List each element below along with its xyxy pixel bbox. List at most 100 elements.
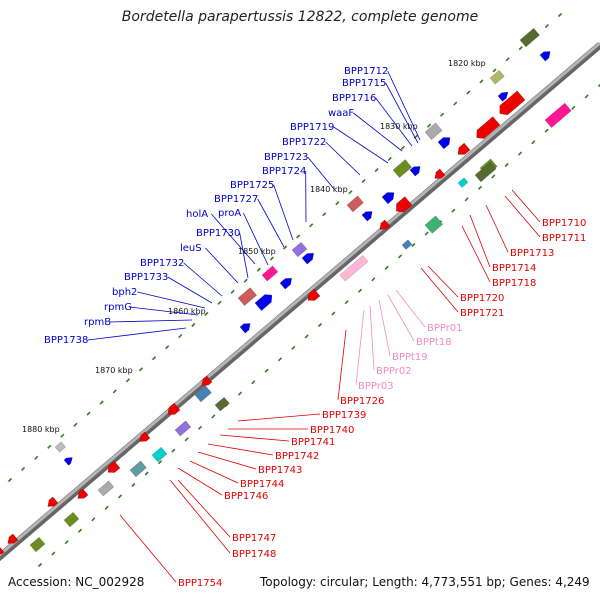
tick-mark-inner bbox=[597, 83, 600, 88]
reverse-gene[interactable] bbox=[137, 431, 151, 445]
tick-mark-inner bbox=[517, 151, 523, 156]
rna-feature[interactable] bbox=[97, 480, 115, 497]
reverse-gene[interactable] bbox=[473, 116, 501, 142]
forward-gene[interactable] bbox=[361, 209, 375, 222]
reverse-gene[interactable] bbox=[496, 90, 526, 118]
reverse-gene[interactable] bbox=[5, 533, 19, 547]
rna-feature[interactable] bbox=[544, 102, 572, 128]
forward-gene[interactable] bbox=[497, 90, 510, 102]
topology-label: Topology: bbox=[260, 575, 317, 589]
reverse-gene[interactable] bbox=[305, 288, 321, 304]
reverse-gene[interactable] bbox=[377, 219, 391, 233]
rna-feature[interactable] bbox=[346, 195, 364, 213]
reverse-gene[interactable] bbox=[75, 488, 89, 502]
label-leader-line bbox=[129, 306, 199, 316]
gene-label-reverse: BPP1754 bbox=[178, 578, 222, 589]
forward-gene[interactable] bbox=[63, 455, 75, 466]
forward-gene[interactable] bbox=[254, 291, 275, 311]
reverse-gene[interactable] bbox=[393, 196, 413, 216]
gene-label-reverse: BPP1741 bbox=[291, 437, 335, 448]
accession-text: Accession: NC_002928 bbox=[8, 575, 144, 589]
backbone-shadow bbox=[0, 42, 600, 562]
rna-feature[interactable] bbox=[63, 511, 80, 528]
reverse-gene[interactable] bbox=[199, 375, 213, 389]
rna-feature[interactable] bbox=[237, 287, 258, 306]
tick-mark-inner bbox=[384, 265, 389, 270]
gene-label-forward: proA bbox=[218, 208, 241, 219]
tick-mark-inner bbox=[424, 231, 429, 236]
tick-mark-inner bbox=[304, 334, 309, 339]
tick-mark-inner bbox=[491, 174, 496, 179]
tick-mark-outer bbox=[453, 101, 458, 106]
reverse-gene[interactable] bbox=[455, 142, 471, 158]
gene-label-pseudo: BPPt18 bbox=[416, 337, 452, 348]
rna-feature[interactable] bbox=[174, 420, 192, 437]
forward-gene[interactable] bbox=[539, 49, 553, 62]
gene-label-forward: BPP1722 bbox=[282, 137, 326, 148]
gene-label-forward: BPP1738 bbox=[44, 335, 88, 346]
rna-feature[interactable] bbox=[214, 396, 230, 412]
rna-feature[interactable] bbox=[151, 446, 168, 463]
accession-label: Accession: bbox=[8, 575, 72, 589]
tick-mark-inner bbox=[477, 185, 483, 190]
gene-label-reverse: BPP1721 bbox=[460, 308, 504, 319]
reverse-gene[interactable] bbox=[432, 168, 446, 182]
genome-stats: Topology: circular; Length: 4,773,551 bp… bbox=[260, 575, 590, 589]
rna-feature[interactable] bbox=[29, 536, 46, 553]
label-leader-line bbox=[387, 294, 415, 342]
tick-mark-outer bbox=[165, 345, 170, 350]
reverse-gene[interactable] bbox=[165, 402, 181, 418]
tick-mark-inner bbox=[264, 368, 269, 373]
gene-label-reverse: BPP1739 bbox=[322, 410, 366, 421]
rna-feature[interactable] bbox=[401, 239, 413, 250]
rna-feature[interactable] bbox=[424, 215, 444, 234]
tick-mark-outer bbox=[492, 68, 497, 73]
forward-gene[interactable] bbox=[279, 275, 294, 290]
tick-mark-outer bbox=[557, 12, 563, 18]
label-leader-line bbox=[137, 291, 206, 309]
tick-mark-outer bbox=[322, 212, 327, 217]
tick-mark-outer bbox=[138, 367, 144, 372]
tick-mark-outer bbox=[544, 24, 549, 29]
rna-feature[interactable] bbox=[54, 441, 66, 453]
forward-gene[interactable] bbox=[381, 189, 397, 205]
rna-feature[interactable] bbox=[261, 265, 279, 282]
reverse-gene[interactable] bbox=[0, 546, 5, 558]
tick-mark-outer bbox=[256, 267, 261, 272]
tick-mark-outer bbox=[479, 79, 484, 84]
rna-feature[interactable] bbox=[339, 255, 369, 282]
gene-label-forward: BPP1723 bbox=[264, 152, 308, 163]
tick-mark-outer bbox=[440, 112, 445, 117]
forward-gene[interactable] bbox=[239, 321, 253, 334]
label-leader-line bbox=[239, 232, 249, 279]
rna-feature[interactable] bbox=[519, 27, 540, 48]
rna-feature[interactable] bbox=[474, 161, 497, 183]
forward-gene[interactable] bbox=[437, 134, 453, 150]
label-leader-line bbox=[167, 276, 213, 304]
rna-feature[interactable] bbox=[489, 69, 505, 85]
rna-feature[interactable] bbox=[194, 385, 212, 403]
tick-mark-outer bbox=[335, 201, 340, 206]
gene-label-forward: waaF bbox=[328, 108, 354, 119]
reverse-gene[interactable] bbox=[105, 460, 121, 476]
rna-feature[interactable] bbox=[392, 159, 413, 178]
forward-gene[interactable] bbox=[301, 250, 316, 265]
tick-mark-inner bbox=[291, 345, 296, 350]
label-leader-line bbox=[337, 329, 347, 401]
label-leader-line bbox=[237, 413, 321, 422]
tick-mark-inner bbox=[131, 482, 136, 488]
rna-feature[interactable] bbox=[129, 460, 147, 478]
gene-label-pseudo: BPPt19 bbox=[392, 352, 428, 363]
forward-gene[interactable] bbox=[409, 164, 423, 177]
label-leader-line bbox=[511, 189, 541, 223]
gene-label-reverse: BPP1720 bbox=[460, 293, 504, 304]
gene-label-forward: rpmB bbox=[84, 317, 111, 328]
rna-feature[interactable] bbox=[291, 241, 308, 258]
kbp-marker: 1830 kbp bbox=[380, 122, 418, 131]
reverse-gene[interactable] bbox=[45, 496, 59, 510]
rna-feature[interactable] bbox=[457, 177, 469, 188]
tick-mark-outer bbox=[466, 90, 471, 95]
tick-mark-inner bbox=[277, 357, 283, 362]
rna-feature[interactable] bbox=[424, 122, 443, 140]
